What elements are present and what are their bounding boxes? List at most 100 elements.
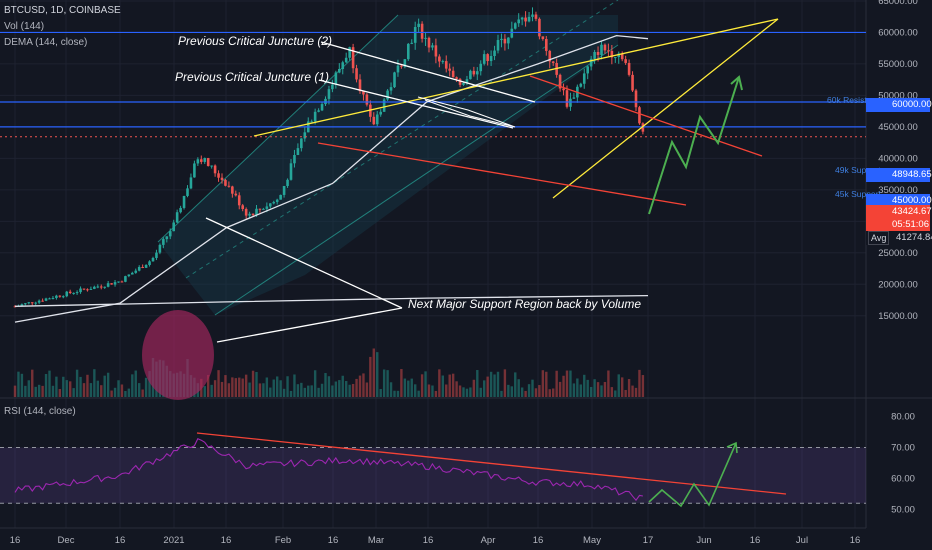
dema-indicator-label[interactable]: DEMA (144, close) bbox=[4, 37, 88, 48]
rsi-pane[interactable] bbox=[0, 432, 866, 508]
candle-body[interactable] bbox=[600, 44, 603, 55]
candle-body[interactable] bbox=[558, 74, 562, 89]
candle-body[interactable] bbox=[641, 123, 645, 132]
candle-body[interactable] bbox=[96, 286, 100, 288]
candle-body[interactable] bbox=[503, 38, 507, 44]
candle-body[interactable] bbox=[127, 274, 131, 277]
candle-body[interactable] bbox=[338, 69, 341, 73]
candle-body[interactable] bbox=[572, 97, 576, 99]
candle-body[interactable] bbox=[493, 50, 496, 57]
candle-body[interactable] bbox=[120, 281, 124, 283]
candle-body[interactable] bbox=[237, 195, 241, 206]
candle-body[interactable] bbox=[296, 148, 300, 155]
candle-body[interactable] bbox=[106, 283, 110, 287]
candle-body[interactable] bbox=[200, 159, 203, 162]
candle-body[interactable] bbox=[186, 188, 189, 196]
candle-body[interactable] bbox=[82, 288, 86, 290]
rsi-indicator-label[interactable]: RSI (144, close) bbox=[4, 406, 76, 417]
candle-body[interactable] bbox=[241, 205, 244, 210]
candle-body[interactable] bbox=[407, 43, 410, 60]
candle-body[interactable] bbox=[137, 266, 141, 271]
candle-body[interactable] bbox=[393, 72, 396, 88]
candle-body[interactable] bbox=[134, 270, 138, 273]
candle-body[interactable] bbox=[213, 165, 217, 174]
candle-body[interactable] bbox=[351, 47, 355, 69]
candle-body[interactable] bbox=[348, 47, 351, 58]
candle-body[interactable] bbox=[27, 302, 31, 304]
candle-body[interactable] bbox=[310, 121, 313, 123]
candle-body[interactable] bbox=[627, 62, 631, 75]
candle-body[interactable] bbox=[51, 297, 55, 299]
candle-body[interactable] bbox=[189, 177, 193, 189]
candle-body[interactable] bbox=[182, 195, 186, 208]
candle-body[interactable] bbox=[451, 70, 455, 78]
candle-body[interactable] bbox=[327, 89, 331, 99]
candle-body[interactable] bbox=[379, 111, 382, 115]
candle-body[interactable] bbox=[269, 203, 272, 207]
candle-body[interactable] bbox=[476, 71, 479, 75]
candle-body[interactable] bbox=[175, 212, 179, 223]
price-tag-last[interactable]: 43424.67 bbox=[866, 205, 932, 219]
candle-body[interactable] bbox=[389, 87, 393, 91]
candle-body[interactable] bbox=[472, 70, 476, 75]
candle-body[interactable] bbox=[179, 207, 182, 213]
candle-body[interactable] bbox=[569, 98, 572, 107]
candle-body[interactable] bbox=[551, 61, 555, 63]
candle-body[interactable] bbox=[482, 54, 486, 64]
candle-body[interactable] bbox=[103, 286, 106, 288]
candle-body[interactable] bbox=[479, 63, 483, 72]
candle-body[interactable] bbox=[68, 291, 72, 293]
candle-body[interactable] bbox=[151, 257, 155, 262]
candle-body[interactable] bbox=[265, 206, 269, 209]
price-tag-45000[interactable]: 45000.00 bbox=[866, 194, 932, 208]
candle-body[interactable] bbox=[545, 39, 548, 51]
candle-body[interactable] bbox=[614, 57, 617, 59]
candle-body[interactable] bbox=[589, 58, 593, 67]
candle-body[interactable] bbox=[20, 304, 24, 306]
symbol-title[interactable]: BTCUSD, 1D, COINBASE bbox=[4, 5, 121, 16]
candle-body[interactable] bbox=[365, 94, 369, 105]
candle-body[interactable] bbox=[244, 209, 248, 216]
candle-body[interactable] bbox=[41, 300, 44, 302]
candle-body[interactable] bbox=[562, 88, 565, 91]
candle-body[interactable] bbox=[400, 65, 403, 67]
candle-body[interactable] bbox=[99, 286, 103, 288]
candle-body[interactable] bbox=[448, 68, 451, 71]
candle-body[interactable] bbox=[282, 185, 286, 195]
candle-body[interactable] bbox=[113, 282, 117, 285]
price-tag-48948[interactable]: 48948.65 bbox=[866, 168, 932, 182]
candle-body[interactable] bbox=[217, 173, 220, 178]
candle-body[interactable] bbox=[30, 302, 34, 304]
candle-body[interactable] bbox=[534, 14, 538, 19]
candle-body[interactable] bbox=[358, 79, 362, 92]
candle-body[interactable] bbox=[144, 264, 148, 268]
candle-body[interactable] bbox=[86, 289, 89, 291]
candle-body[interactable] bbox=[372, 116, 376, 125]
candle-body[interactable] bbox=[141, 266, 144, 268]
candle-body[interactable] bbox=[206, 158, 210, 166]
candle-body[interactable] bbox=[531, 14, 534, 17]
candle-body[interactable] bbox=[617, 53, 621, 58]
candle-body[interactable] bbox=[124, 276, 127, 282]
candle-body[interactable] bbox=[72, 292, 75, 294]
candle-body[interactable] bbox=[610, 50, 614, 58]
candle-body[interactable] bbox=[527, 16, 531, 22]
candle-body[interactable] bbox=[165, 236, 169, 240]
candle-body[interactable] bbox=[24, 303, 27, 305]
candle-body[interactable] bbox=[231, 186, 234, 194]
candle-body[interactable] bbox=[65, 291, 69, 297]
candle-body[interactable] bbox=[441, 61, 445, 63]
candle-body[interactable] bbox=[234, 193, 238, 196]
candle-body[interactable] bbox=[13, 306, 17, 308]
candle-body[interactable] bbox=[258, 208, 262, 210]
candle-body[interactable] bbox=[317, 110, 320, 112]
candle-body[interactable] bbox=[513, 23, 517, 29]
candle-body[interactable] bbox=[582, 73, 586, 84]
candle-body[interactable] bbox=[117, 281, 120, 283]
candle-body[interactable] bbox=[548, 50, 552, 62]
candle-body[interactable] bbox=[396, 65, 400, 73]
candle-body[interactable] bbox=[489, 56, 493, 62]
candle-body[interactable] bbox=[579, 83, 583, 87]
candle-body[interactable] bbox=[520, 17, 524, 20]
